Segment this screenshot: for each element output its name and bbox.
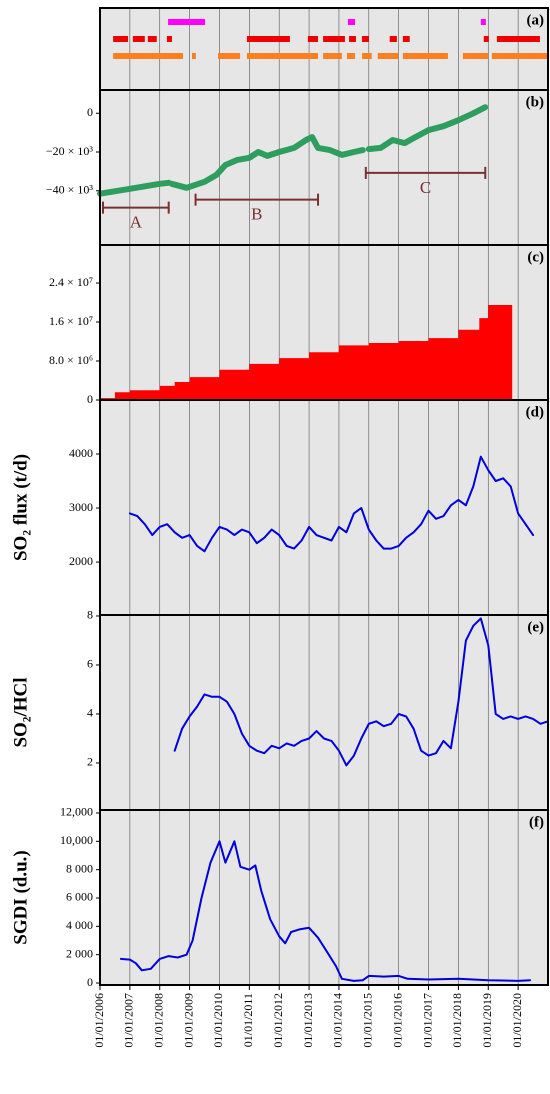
segment <box>168 19 206 25</box>
y-tick-label: 2 000 <box>66 946 93 960</box>
segment <box>147 36 157 42</box>
y-tick-label: 6 000 <box>66 890 93 904</box>
segment <box>491 53 548 59</box>
x-tick-label: 01/01/2018 <box>450 993 464 1048</box>
annotation: C <box>420 178 431 197</box>
segment <box>483 36 489 42</box>
y-tick-label: 8 000 <box>66 861 93 875</box>
segment <box>496 36 540 42</box>
y-tick-label: −20 × 10³ <box>46 144 94 158</box>
segment <box>113 53 184 59</box>
y-tick-label: 8 <box>87 608 93 622</box>
data-line <box>119 840 532 982</box>
y-tick-label: 8.0 × 10⁶ <box>49 353 93 367</box>
y-tick-label: 10,000 <box>60 833 93 847</box>
y-tick-label: 4 000 <box>66 918 93 932</box>
segment <box>349 36 356 42</box>
segment <box>402 53 448 59</box>
x-tick-label: 01/01/2019 <box>480 993 494 1048</box>
y-tick-label: −40 × 10³ <box>46 183 94 197</box>
x-tick-label: 01/01/2020 <box>510 993 524 1048</box>
x-tick-label: 01/01/2017 <box>420 993 434 1048</box>
segment <box>361 53 372 59</box>
segment <box>323 53 342 59</box>
segment <box>113 36 129 42</box>
y-tick-label: 6 <box>87 657 93 671</box>
y-axis-label: SO₂ flux (t/d) <box>10 454 31 561</box>
y-tick-label: 2.4 × 10⁷ <box>49 275 93 289</box>
y-tick-label: 0 <box>87 392 93 406</box>
x-tick-label: 01/01/2015 <box>361 993 375 1048</box>
y-tick-label: 3000 <box>69 500 93 514</box>
segment <box>323 36 345 42</box>
x-tick-label: 01/01/2014 <box>331 993 345 1048</box>
y-tick-label: 0 <box>87 105 93 119</box>
panel-label: (c) <box>527 249 544 265</box>
x-tick-label: 01/01/2011 <box>241 993 255 1047</box>
panel-background <box>100 400 548 615</box>
segment <box>166 36 172 42</box>
segment <box>307 36 319 42</box>
segment <box>191 53 196 59</box>
segment <box>346 53 356 59</box>
x-tick-label: 01/01/2008 <box>151 993 165 1048</box>
panel-label: (e) <box>527 619 544 635</box>
y-tick-label: 2 <box>87 755 93 769</box>
panel-background <box>100 615 548 810</box>
segment <box>361 36 369 42</box>
data-line <box>128 455 535 553</box>
x-tick-label: 01/01/2016 <box>390 993 404 1048</box>
annotation: B <box>251 205 262 224</box>
y-tick-label: 2000 <box>69 554 93 568</box>
segment <box>246 36 290 42</box>
panel-label: (d) <box>526 404 544 420</box>
panel-label: (b) <box>526 94 544 110</box>
y-axis-label: SGDI (d.u.) <box>10 850 31 945</box>
segment <box>246 53 319 59</box>
data-area <box>100 296 513 400</box>
y-axis-label: SO₂/HCl <box>10 677 31 747</box>
segment <box>347 19 356 25</box>
panel-label: (a) <box>527 12 545 28</box>
data-line <box>173 617 549 767</box>
x-tick-label: 01/01/2012 <box>271 993 285 1048</box>
segment <box>132 36 145 42</box>
y-tick-label: 4000 <box>69 446 93 460</box>
segment <box>389 36 397 42</box>
y-tick-label: 12,000 <box>60 805 93 819</box>
y-tick-label: 0 <box>87 975 93 989</box>
panel-frame <box>99 809 549 986</box>
x-tick-label: 01/01/2009 <box>181 993 195 1048</box>
x-tick-label: 01/01/2010 <box>211 993 225 1048</box>
y-tick-label: 1.6 × 10⁷ <box>49 314 93 328</box>
segment <box>217 53 241 59</box>
x-tick-label: 01/01/2006 <box>92 993 106 1048</box>
panel-background <box>100 90 548 245</box>
annotation: A <box>130 213 143 232</box>
panel-background <box>100 810 548 985</box>
y-tick-label: 4 <box>87 706 93 720</box>
segment <box>462 53 488 59</box>
segment <box>377 53 399 59</box>
segment <box>480 19 486 25</box>
panel-label: (f) <box>529 814 544 830</box>
data-line <box>97 104 489 197</box>
segment <box>402 36 410 42</box>
x-tick-label: 01/01/2007 <box>122 993 136 1048</box>
x-tick-label: 01/01/2013 <box>301 993 315 1048</box>
